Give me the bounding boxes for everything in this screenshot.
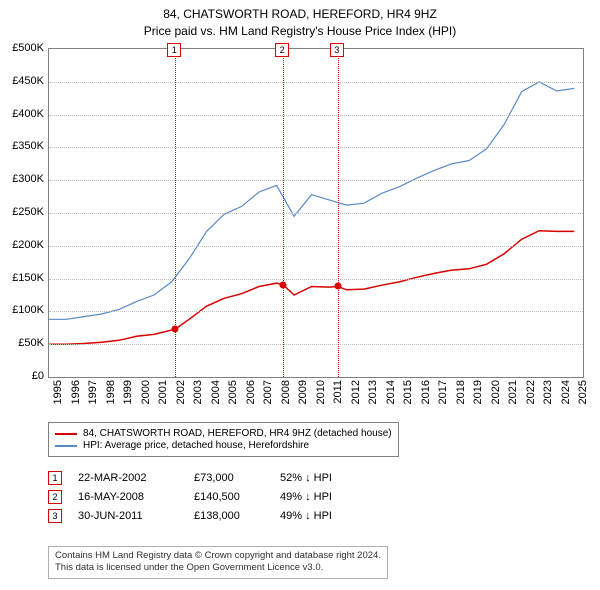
y-tick-label: £300K — [0, 173, 44, 185]
x-tick-label: 2007 — [262, 380, 274, 404]
x-tick-label: 2022 — [525, 380, 537, 404]
gridline-h — [49, 213, 583, 214]
x-tick-label: 2016 — [420, 380, 432, 404]
x-tick-label: 2023 — [542, 380, 554, 404]
chart-container: 84, CHATSWORTH ROAD, HEREFORD, HR4 9HZ P… — [0, 0, 600, 590]
x-tick-label: 2003 — [192, 380, 204, 404]
title-line-1: 84, CHATSWORTH ROAD, HEREFORD, HR4 9HZ — [0, 6, 600, 23]
x-tick-label: 2002 — [175, 380, 187, 404]
x-tick-label: 1997 — [87, 380, 99, 404]
y-tick-label: £50K — [0, 337, 44, 349]
x-tick-label: 2017 — [437, 380, 449, 404]
x-tick-label: 2013 — [367, 380, 379, 404]
x-tick-label: 2000 — [140, 380, 152, 404]
legend-box: 84, CHATSWORTH ROAD, HEREFORD, HR4 9HZ (… — [48, 422, 399, 457]
sale-point — [334, 283, 341, 290]
gridline-h — [49, 180, 583, 181]
sale-hpi-delta: 52% ↓ HPI — [280, 472, 370, 484]
sales-table: 1 22-MAR-2002 £73,000 52% ↓ HPI 2 16-MAY-2008… — [48, 466, 370, 528]
x-tick-label: 2014 — [385, 380, 397, 404]
plot-area — [48, 48, 584, 378]
x-tick-label: 2005 — [227, 380, 239, 404]
x-tick-label: 1998 — [105, 380, 117, 404]
sale-price: £140,500 — [194, 491, 264, 503]
sale-date: 22-MAR-2002 — [78, 472, 178, 484]
x-tick-label: 2025 — [577, 380, 589, 404]
sale-index-box: 3 — [48, 509, 62, 523]
sale-date: 30-JUN-2011 — [78, 510, 178, 522]
footer-line-2: This data is licensed under the Open Gov… — [55, 562, 381, 574]
x-tick-label: 2008 — [280, 380, 292, 404]
gridline-h — [49, 279, 583, 280]
sale-price: £73,000 — [194, 472, 264, 484]
x-tick-label: 1995 — [52, 380, 64, 404]
gridline-h — [49, 115, 583, 116]
footer-attribution: Contains HM Land Registry data © Crown c… — [48, 546, 388, 579]
x-tick-label: 1999 — [122, 380, 134, 404]
sale-index-box: 2 — [48, 490, 62, 504]
y-tick-label: £0 — [0, 370, 44, 382]
gridline-h — [49, 246, 583, 247]
x-tick-label: 2006 — [245, 380, 257, 404]
x-tick-label: 2024 — [560, 380, 572, 404]
x-tick-label: 2015 — [402, 380, 414, 404]
sale-vline — [283, 49, 284, 377]
x-tick-label: 2021 — [507, 380, 519, 404]
sale-hpi-delta: 49% ↓ HPI — [280, 491, 370, 503]
sale-price: £138,000 — [194, 510, 264, 522]
sale-row: 1 22-MAR-2002 £73,000 52% ↓ HPI — [48, 471, 370, 485]
chart-title-block: 84, CHATSWORTH ROAD, HEREFORD, HR4 9HZ P… — [0, 0, 600, 40]
sale-point — [280, 281, 287, 288]
gridline-h — [49, 147, 583, 148]
legend-swatch — [55, 433, 77, 435]
x-tick-label: 2004 — [210, 380, 222, 404]
x-tick-label: 2010 — [315, 380, 327, 404]
sale-marker-box: 2 — [275, 43, 289, 57]
series-hpi — [49, 82, 574, 319]
sale-marker-box: 1 — [167, 43, 181, 57]
x-tick-label: 2020 — [490, 380, 502, 404]
sale-vline — [338, 49, 339, 377]
sale-date: 16-MAY-2008 — [78, 491, 178, 503]
title-line-2: Price paid vs. HM Land Registry's House … — [0, 23, 600, 40]
gridline-h — [49, 311, 583, 312]
y-tick-label: £200K — [0, 239, 44, 251]
x-tick-label: 2001 — [157, 380, 169, 404]
y-tick-label: £400K — [0, 108, 44, 120]
x-tick-label: 1996 — [70, 380, 82, 404]
y-tick-label: £350K — [0, 140, 44, 152]
y-tick-label: £250K — [0, 206, 44, 218]
x-tick-label: 2018 — [455, 380, 467, 404]
sale-point — [172, 326, 179, 333]
gridline-h — [49, 82, 583, 83]
legend-swatch — [55, 445, 77, 447]
x-tick-label: 2011 — [332, 380, 344, 404]
footer-line-1: Contains HM Land Registry data © Crown c… — [55, 550, 381, 562]
legend-label: 84, CHATSWORTH ROAD, HEREFORD, HR4 9HZ (… — [83, 428, 392, 439]
y-tick-label: £500K — [0, 42, 44, 54]
y-tick-label: £150K — [0, 272, 44, 284]
legend-item: HPI: Average price, detached house, Here… — [55, 440, 392, 451]
x-tick-label: 2019 — [472, 380, 484, 404]
gridline-h — [49, 344, 583, 345]
y-tick-label: £450K — [0, 75, 44, 87]
sale-index-box: 1 — [48, 471, 62, 485]
x-tick-label: 2009 — [297, 380, 309, 404]
x-tick-label: 2012 — [350, 380, 362, 404]
sale-hpi-delta: 49% ↓ HPI — [280, 510, 370, 522]
sale-marker-box: 3 — [330, 43, 344, 57]
legend-label: HPI: Average price, detached house, Here… — [83, 440, 309, 451]
legend-item: 84, CHATSWORTH ROAD, HEREFORD, HR4 9HZ (… — [55, 428, 392, 439]
series-property — [49, 231, 574, 345]
y-tick-label: £100K — [0, 304, 44, 316]
sale-row: 3 30-JUN-2011 £138,000 49% ↓ HPI — [48, 509, 370, 523]
sale-row: 2 16-MAY-2008 £140,500 49% ↓ HPI — [48, 490, 370, 504]
